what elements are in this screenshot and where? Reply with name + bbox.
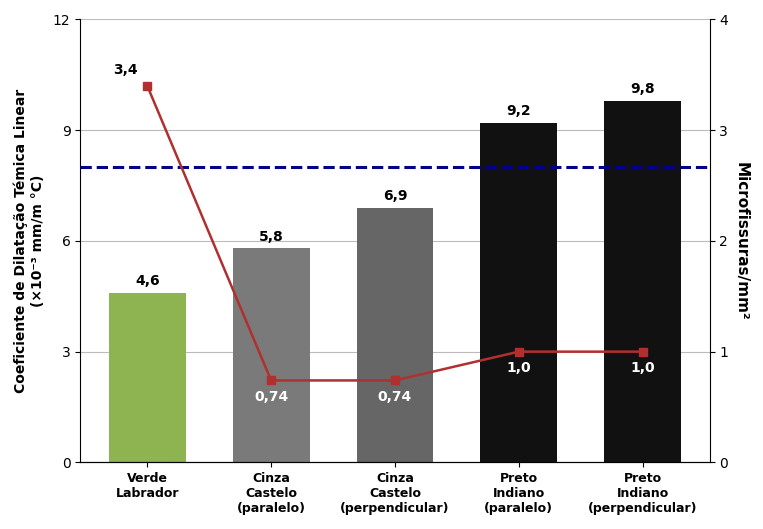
Text: 5,8: 5,8 <box>259 230 284 244</box>
Text: 0,74: 0,74 <box>254 390 288 404</box>
Bar <box>109 293 185 462</box>
Text: 1,0: 1,0 <box>630 361 655 375</box>
Text: 9,2: 9,2 <box>507 104 531 118</box>
Bar <box>604 101 681 462</box>
Y-axis label: Microfissuras/mm²: Microfissuras/mm² <box>734 161 749 320</box>
Bar <box>233 248 310 462</box>
Text: 3,4: 3,4 <box>113 62 137 77</box>
Text: 9,8: 9,8 <box>630 82 655 96</box>
Y-axis label: Coeficiente de Dilatação Témica Linear
(×10⁻³ mm/m °C): Coeficiente de Dilatação Témica Linear (… <box>14 89 44 393</box>
Text: 0,74: 0,74 <box>378 390 412 404</box>
Bar <box>481 123 557 462</box>
Text: 4,6: 4,6 <box>135 274 159 288</box>
Bar <box>356 208 433 462</box>
Text: 6,9: 6,9 <box>383 189 407 203</box>
Text: 1,0: 1,0 <box>507 361 531 375</box>
